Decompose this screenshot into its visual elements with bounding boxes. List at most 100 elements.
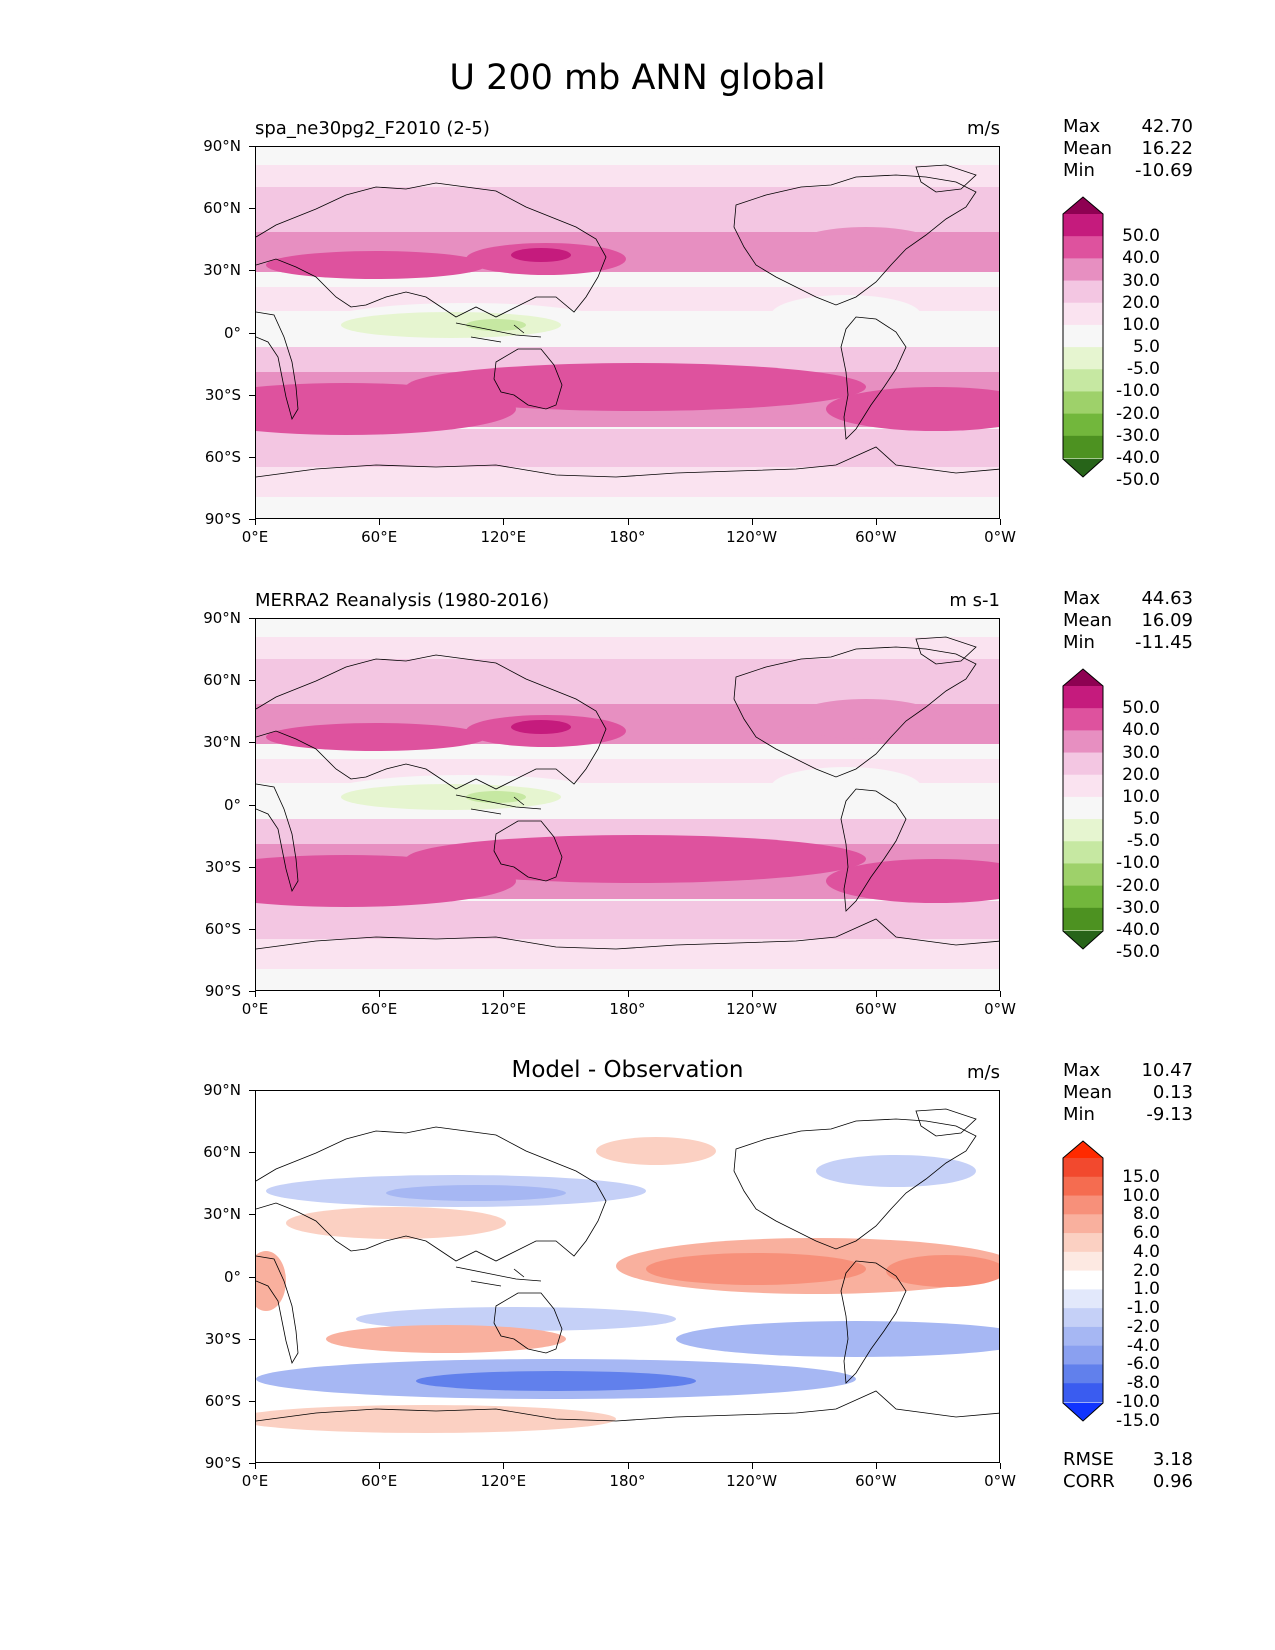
colorbar-level-label: -6.0 — [1126, 1354, 1160, 1375]
stat-row: Mean 0.13 — [1063, 1082, 1193, 1104]
y-tick-mark — [249, 1400, 255, 1402]
x-tick-label: 0°E — [241, 1000, 269, 1018]
y-tick-label: 60°N — [203, 199, 241, 218]
x-tick-label: 180° — [609, 1000, 646, 1018]
y-tick-mark — [249, 618, 255, 619]
colorbar-segment — [1063, 885, 1103, 909]
colorbar-extend-min — [1063, 459, 1103, 477]
panel-title: spa_ne30pg2_F2010 (2-5) — [255, 118, 490, 139]
x-tick-mark — [751, 519, 753, 525]
stats-block: Max 42.70 Mean 16.22 Min -10.69 — [1063, 116, 1193, 182]
stats-block: Max 44.63 Mean 16.09 Min -11.45 — [1063, 588, 1193, 654]
stat-value: -9.13 — [1146, 1104, 1193, 1125]
colorbar-level-label: -4.0 — [1126, 1335, 1160, 1356]
y-tick-mark — [249, 270, 255, 272]
colorbar-segment — [1063, 752, 1103, 776]
colorbar-segment — [1063, 774, 1103, 798]
x-tick-label: 180° — [609, 528, 646, 546]
colorbar-wrap — [1062, 196, 1104, 482]
colorbar-segment — [1063, 413, 1103, 437]
colorbar-segment — [1063, 302, 1103, 326]
x-tick-mark — [751, 991, 753, 997]
x-tick-label: 180° — [609, 1472, 646, 1490]
y-tick-label: 0° — [223, 795, 241, 814]
contour-map — [256, 619, 999, 990]
y-tick-mark — [249, 519, 255, 520]
colorbar-level-label: 15.0 — [1122, 1166, 1160, 1187]
colorbar-segment — [1063, 1364, 1103, 1384]
y-tick-label: 90°N — [203, 609, 241, 627]
colorbar-wrap — [1062, 1140, 1104, 1426]
colorbar-level-label: 30.0 — [1122, 270, 1160, 291]
colorbar-level-label: 10.0 — [1122, 314, 1160, 335]
colorbar-level-label: -20.0 — [1116, 403, 1160, 424]
stat-label: Max — [1063, 588, 1101, 609]
colorbar-segment — [1063, 819, 1103, 842]
x-tick-label: 120°W — [726, 528, 778, 546]
colorbar-segment — [1063, 369, 1103, 392]
y-tick-mark — [249, 1152, 255, 1154]
y-tick-label: 60°S — [204, 447, 241, 466]
stat-label: CORR — [1063, 1471, 1115, 1492]
y-tick-mark — [249, 1338, 255, 1340]
colorbar-level-label: -10.0 — [1116, 381, 1160, 402]
colorbar-level-label: -5.0 — [1126, 831, 1160, 852]
stat-row: CORR 0.96 — [1063, 1471, 1193, 1493]
colorbar-level-label: -20.0 — [1116, 875, 1160, 896]
stat-label: Mean — [1063, 138, 1113, 159]
stat-row: Mean 16.09 — [1063, 610, 1193, 632]
colorbar-segment — [1063, 1176, 1103, 1197]
colorbar-level-label: -5.0 — [1126, 359, 1160, 380]
stat-value: 16.22 — [1141, 138, 1193, 159]
panel-observation: MERRA2 Reanalysis (1980-2016) m s-1 90°N… — [0, 588, 1275, 1060]
y-tick-label: 60°S — [204, 919, 241, 938]
x-tick-label: 120°W — [726, 1000, 778, 1018]
colorbar-segment — [1063, 907, 1103, 931]
x-tick-mark — [627, 991, 629, 997]
x-tick-label: 120°W — [726, 1472, 778, 1490]
y-tick-label: 30°S — [204, 857, 241, 876]
colorbar-level-label: 50.0 — [1122, 226, 1160, 247]
stat-label: Min — [1063, 1104, 1095, 1125]
colorbar-segment — [1063, 1251, 1103, 1272]
colorbar-segment — [1063, 686, 1103, 709]
y-tick-label: 0° — [223, 323, 241, 342]
panel-units: m/s — [967, 1062, 1000, 1083]
colorbar-level-label: 30.0 — [1122, 742, 1160, 763]
x-tick-mark — [1000, 1463, 1001, 1469]
x-tick-mark — [255, 991, 256, 997]
x-tick-label: 60°E — [361, 1472, 398, 1490]
x-tick-mark — [503, 519, 505, 525]
stat-row: Min -11.45 — [1063, 632, 1193, 654]
colorbar-level-label: -30.0 — [1116, 425, 1160, 446]
x-tick-mark — [379, 519, 381, 525]
colorbar-segment — [1063, 347, 1103, 370]
colorbar-extend-min — [1063, 931, 1103, 949]
x-tick-mark — [379, 1463, 381, 1469]
colorbar-level-label: 1.0 — [1132, 1279, 1160, 1300]
x-tick-mark — [255, 519, 256, 525]
colorbar-segment — [1063, 1158, 1103, 1178]
colorbar-segment — [1063, 214, 1103, 237]
colorbar-segment — [1063, 1233, 1103, 1253]
stat-label: Max — [1063, 116, 1101, 137]
stat-row: Max 42.70 — [1063, 116, 1193, 138]
colorbar-segment — [1063, 435, 1103, 459]
colorbar-level-label: 40.0 — [1122, 248, 1160, 269]
colorbar-level-label: 5.0 — [1132, 337, 1160, 358]
y-tick-mark — [249, 146, 255, 147]
y-tick-mark — [249, 1214, 255, 1216]
x-tick-label: 0°W — [984, 1000, 1016, 1018]
x-tick-mark — [1000, 519, 1001, 525]
y-tick-mark — [249, 680, 255, 682]
y-tick-mark — [249, 456, 255, 458]
y-tick-label: 90°S — [204, 982, 241, 1000]
colorbar-level-label: 8.0 — [1132, 1204, 1160, 1225]
colorbar-segment — [1063, 1383, 1103, 1403]
x-tick-mark — [875, 991, 877, 997]
stat-row: RMSE 3.18 — [1063, 1449, 1193, 1471]
y-tick-mark — [249, 742, 255, 744]
x-tick-label: 0°E — [241, 528, 269, 546]
y-tick-mark — [249, 208, 255, 210]
colorbar-level-label: -50.0 — [1116, 470, 1160, 491]
